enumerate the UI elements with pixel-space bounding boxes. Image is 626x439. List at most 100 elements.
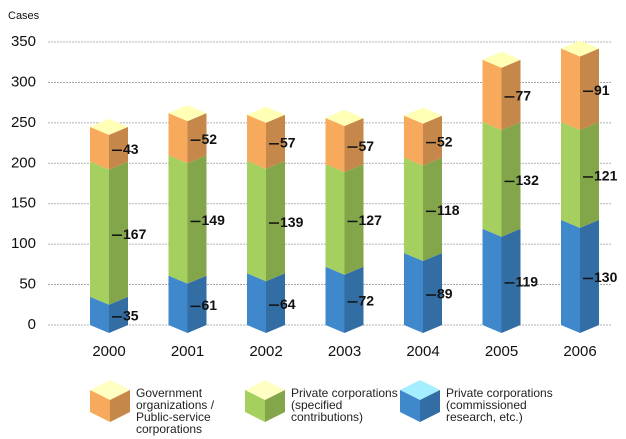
value-label: 118 xyxy=(437,202,460,218)
bar-left-face xyxy=(90,126,109,170)
legend-icon-right xyxy=(265,390,285,422)
x-tick-label: 2002 xyxy=(249,343,282,360)
bar-segment xyxy=(247,160,285,282)
value-label: 119 xyxy=(516,274,539,290)
bar-right-face xyxy=(187,155,207,284)
bar-segment xyxy=(247,273,285,333)
bar-top xyxy=(482,51,521,68)
bar-right-face xyxy=(501,59,521,131)
bar-segment xyxy=(561,219,599,333)
bar-right-face xyxy=(580,48,599,131)
x-tick-label: 2000 xyxy=(92,343,125,360)
value-label: 64 xyxy=(280,296,296,312)
x-tick-label: 2005 xyxy=(485,343,518,360)
bar-top xyxy=(90,118,128,135)
bar-top xyxy=(247,106,285,123)
bar-segment xyxy=(168,155,207,284)
value-label: 72 xyxy=(359,293,375,309)
bar-left-face xyxy=(404,253,423,333)
bar-right-face xyxy=(266,160,285,282)
value-label: 130 xyxy=(594,269,618,285)
value-label: 61 xyxy=(202,297,218,313)
bar-left-face xyxy=(561,122,580,228)
bar-left-face xyxy=(482,122,502,237)
value-label: 139 xyxy=(280,214,304,230)
bar-left-face xyxy=(247,273,266,333)
value-label: 121 xyxy=(594,168,618,184)
bar-right-face xyxy=(109,126,128,170)
x-tick-label: 2001 xyxy=(171,343,204,360)
bar-right-face xyxy=(580,219,599,333)
bar-segment xyxy=(168,275,207,333)
bar-right-face xyxy=(187,113,207,164)
y-tick-label: 150 xyxy=(11,195,36,212)
value-label: 57 xyxy=(359,138,375,154)
bar-left-face xyxy=(482,59,502,131)
bar-segment xyxy=(90,296,128,333)
bar-left-face xyxy=(325,118,345,173)
bar-segment xyxy=(168,105,207,164)
bar-segment xyxy=(404,107,442,166)
x-tick-label: 2003 xyxy=(328,343,361,360)
bar-right-face xyxy=(423,253,442,333)
bar-left-face xyxy=(561,219,580,333)
y-tick-label: 250 xyxy=(11,114,36,131)
legend-icon xyxy=(90,380,130,422)
y-axis-label: Cases xyxy=(8,10,40,22)
legend-icon-right xyxy=(110,390,130,422)
legend-icon-left xyxy=(245,390,265,422)
bar-right-face xyxy=(501,228,521,333)
bar-right-face xyxy=(423,115,442,166)
legend-label: Private corporations (specified contribu… xyxy=(291,386,398,424)
bar-left-face xyxy=(482,228,502,333)
y-tick-label: 350 xyxy=(11,33,36,50)
bar-segment xyxy=(482,228,521,333)
bar-segment xyxy=(561,40,599,131)
bar-segment xyxy=(404,157,442,262)
x-tick-label: 2006 xyxy=(563,343,596,360)
bar-right-face xyxy=(109,161,128,305)
y-tick-label: 100 xyxy=(11,235,36,252)
bar-segment xyxy=(482,122,521,237)
value-label: 35 xyxy=(123,308,139,324)
bar-segment xyxy=(90,161,128,305)
legend-icon-left xyxy=(90,390,110,422)
value-label: 91 xyxy=(594,82,610,98)
bar-segment xyxy=(325,164,364,275)
y-tick-label: 50 xyxy=(19,276,36,293)
value-label: 77 xyxy=(516,88,532,104)
x-tick-label: 2004 xyxy=(406,343,439,360)
bar-left-face xyxy=(325,164,345,275)
value-label: 52 xyxy=(202,131,218,147)
bar-right-face xyxy=(344,118,364,173)
bar-left-face xyxy=(90,296,109,333)
legend-label: Private corporations (commissioned resea… xyxy=(446,386,553,424)
bar-top xyxy=(325,110,364,127)
bar-right-face xyxy=(580,122,599,228)
bar-segment xyxy=(482,51,521,131)
bar-segment xyxy=(247,106,285,169)
bar-right-face xyxy=(266,114,285,169)
legend-icon-right xyxy=(420,390,440,422)
value-label: 149 xyxy=(202,212,226,228)
bar-top xyxy=(168,105,207,122)
bar-left-face xyxy=(325,266,345,333)
legend-icon xyxy=(245,380,285,422)
value-label: 52 xyxy=(437,133,453,149)
value-label: 132 xyxy=(516,172,540,188)
bar-left-face xyxy=(168,113,188,164)
bar-left-face xyxy=(561,48,580,131)
bar-right-face xyxy=(344,164,364,275)
bar-left-face xyxy=(404,115,423,166)
y-tick-label: 0 xyxy=(28,316,36,333)
bar-left-face xyxy=(404,157,423,262)
bar-left-face xyxy=(90,161,109,305)
bar-top xyxy=(561,40,599,57)
bar-segment xyxy=(90,118,128,170)
y-tick-label: 300 xyxy=(11,73,36,90)
bar-right-face xyxy=(187,275,207,333)
bar-right-face xyxy=(109,296,128,333)
legend-label: Government organizations / Public-servic… xyxy=(136,386,215,436)
